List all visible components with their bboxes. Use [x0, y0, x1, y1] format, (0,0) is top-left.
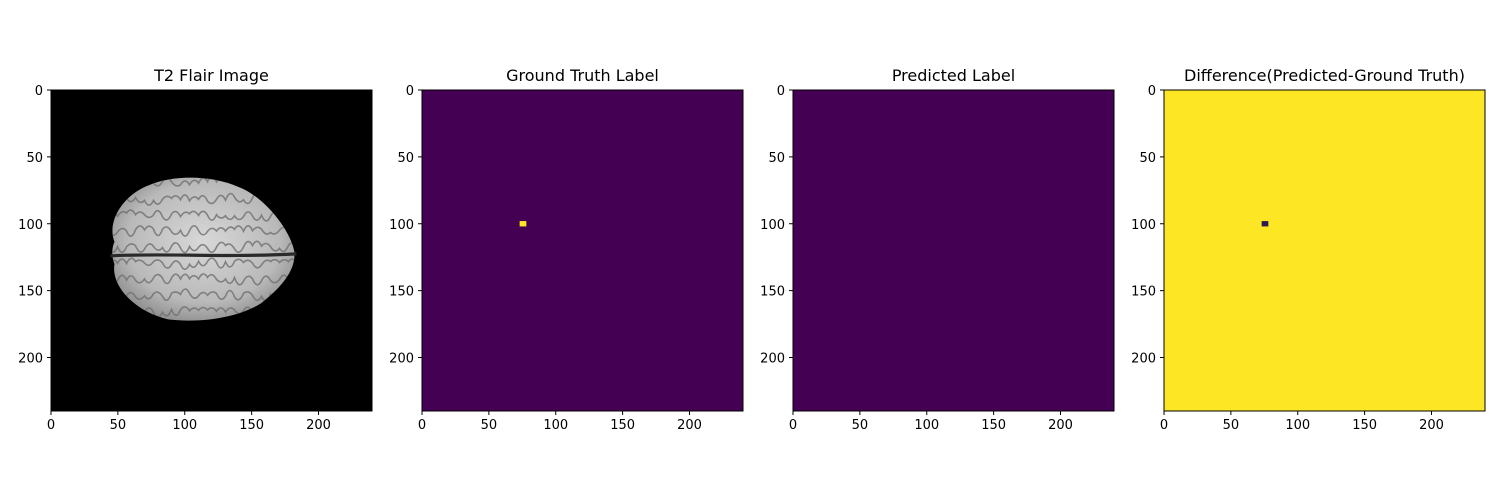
- chart-title: Predicted Label: [892, 66, 1015, 85]
- x-tick-label: 0: [47, 418, 55, 433]
- x-tick-label: 50: [852, 418, 869, 433]
- chart-panel-1: T2 Flair Image 0 50 100 150 200 0 50 100 150 200: [18, 66, 373, 433]
- x-tick-label: 150: [981, 418, 1006, 433]
- y-tick-label: 50: [768, 151, 785, 166]
- y-tick-label: 100: [389, 218, 414, 233]
- chart-panel-3: Predicted Label 0 50 100 150 200 0 50 100 150 200: [760, 66, 1115, 433]
- chart-panel-4: Difference(Predicted-Ground Truth) 0 50 100…: [1131, 66, 1486, 433]
- midline-fissure: [110, 252, 297, 258]
- y-tick-label: 200: [1131, 352, 1156, 367]
- y-tick-label: 100: [18, 218, 43, 233]
- y-tick-label: 0: [1148, 84, 1156, 99]
- x-tick-label: 0: [418, 418, 426, 433]
- x-tick-label: 0: [789, 418, 797, 433]
- y-tick-label: 150: [760, 285, 785, 300]
- axes-frame: [50, 89, 373, 412]
- y-tick-label: 0: [777, 84, 785, 99]
- label-region: [1261, 221, 1269, 227]
- y-tick-label: 50: [397, 151, 414, 166]
- x-tick-label: 150: [610, 418, 635, 433]
- y-tick-label: 100: [1131, 218, 1156, 233]
- y-tick-label: 200: [18, 352, 43, 367]
- y-tick-label: 0: [35, 84, 43, 99]
- label-region: [519, 221, 527, 227]
- x-tick-label: 150: [239, 418, 264, 433]
- x-tick-label: 100: [1285, 418, 1310, 433]
- x-tick-label: 200: [677, 418, 702, 433]
- y-tick-label: 50: [1139, 151, 1156, 166]
- x-tick-label: 50: [110, 418, 127, 433]
- x-tick-label: 100: [172, 418, 197, 433]
- image-background: [422, 90, 743, 411]
- x-tick-label: 200: [1048, 418, 1073, 433]
- x-tick-label: 0: [1160, 418, 1168, 433]
- x-tick-label: 50: [481, 418, 498, 433]
- x-tick-label: 200: [1419, 418, 1444, 433]
- image-background: [1164, 90, 1485, 411]
- x-tick-label: 150: [1352, 418, 1377, 433]
- x-tick-label: 50: [1223, 418, 1240, 433]
- y-tick-label: 150: [1131, 285, 1156, 300]
- y-tick-label: 200: [760, 352, 785, 367]
- chart-title: T2 Flair Image: [153, 66, 269, 85]
- axes-frame: [792, 89, 1115, 412]
- chart-panel-2: Ground Truth Label 0 50 100 150 200 0 50 100 150 2…: [389, 66, 744, 433]
- axes-frame: [1163, 89, 1486, 412]
- brain-outline: [112, 177, 295, 321]
- y-tick-label: 150: [18, 285, 43, 300]
- y-tick-label: 150: [389, 285, 414, 300]
- chart-title: Ground Truth Label: [506, 66, 659, 85]
- x-tick-label: 100: [543, 418, 568, 433]
- y-tick-label: 50: [26, 151, 43, 166]
- y-tick-label: 200: [389, 352, 414, 367]
- image-background: [793, 90, 1114, 411]
- y-tick-label: 0: [406, 84, 414, 99]
- chart-title: Difference(Predicted-Ground Truth): [1184, 66, 1465, 85]
- x-tick-label: 100: [914, 418, 939, 433]
- axes-frame: [421, 89, 744, 412]
- y-tick-label: 100: [760, 218, 785, 233]
- x-tick-label: 200: [306, 418, 331, 433]
